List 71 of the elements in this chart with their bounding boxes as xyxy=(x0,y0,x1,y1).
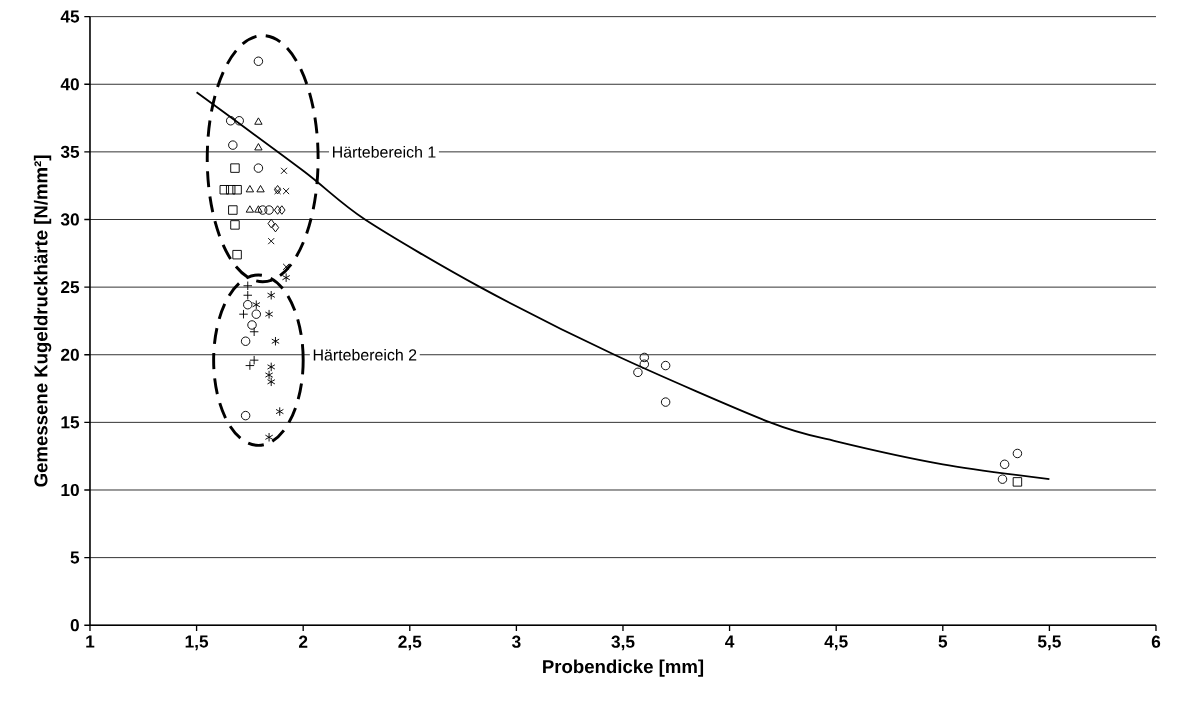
point xyxy=(275,406,284,417)
x-tick-label: 6 xyxy=(1151,635,1161,648)
point xyxy=(271,336,280,346)
y-tick-label: 15 xyxy=(61,416,80,429)
x-tick-label: 1,5 xyxy=(185,635,209,651)
point xyxy=(251,309,261,319)
point xyxy=(999,459,1010,469)
point xyxy=(660,397,671,407)
point xyxy=(281,272,291,283)
y-tick-label: 45 xyxy=(60,10,80,23)
point xyxy=(247,320,257,330)
point xyxy=(267,362,276,372)
point xyxy=(997,474,1008,484)
y-tick-label: 0 xyxy=(70,619,79,632)
point xyxy=(228,205,238,215)
point xyxy=(639,352,650,363)
x-tick-label: 4 xyxy=(725,635,735,648)
x-axis-title: Probendicke [mm] xyxy=(543,659,704,677)
point xyxy=(225,115,236,126)
point xyxy=(267,237,275,245)
x-tick-label: 3 xyxy=(511,635,521,648)
x-tick-label: 1 xyxy=(86,635,95,648)
point xyxy=(234,115,244,126)
point xyxy=(225,184,236,195)
point xyxy=(228,140,238,150)
y-tick-label: 10 xyxy=(61,483,79,497)
point xyxy=(240,336,251,346)
point xyxy=(264,432,274,442)
point xyxy=(254,143,263,151)
point xyxy=(254,117,263,125)
point xyxy=(219,184,230,195)
point xyxy=(264,205,274,215)
point xyxy=(232,249,242,260)
x-tick-label: 3,5 xyxy=(611,635,635,651)
x-tick-label: 5 xyxy=(938,635,948,648)
x-tick-label: 2,5 xyxy=(398,635,422,651)
point xyxy=(253,163,264,173)
point xyxy=(278,205,286,215)
y-tick-label: 35 xyxy=(60,145,80,158)
point xyxy=(240,410,251,421)
x-tick-label: 4,5 xyxy=(824,635,848,651)
point xyxy=(264,309,274,319)
y-tick-label: 30 xyxy=(60,213,79,226)
point xyxy=(660,360,671,371)
point xyxy=(271,222,280,233)
y-tick-label: 5 xyxy=(70,551,80,564)
point xyxy=(253,56,264,66)
point xyxy=(230,163,240,173)
point xyxy=(280,167,288,175)
point xyxy=(230,220,240,230)
point xyxy=(1012,477,1023,487)
y-tick-label: 20 xyxy=(61,348,79,361)
point xyxy=(1012,448,1023,459)
y-axis-title: Gemessene Kugeldruckhärte [N/mm²] xyxy=(33,155,52,487)
y-tick-label: 25 xyxy=(61,280,80,294)
x-tick-label: 5,5 xyxy=(1037,635,1061,651)
point xyxy=(232,184,242,195)
point xyxy=(267,218,275,229)
point xyxy=(256,184,265,193)
point xyxy=(267,290,276,300)
point xyxy=(254,205,263,213)
annotation: Härtebereich 1 xyxy=(333,145,436,158)
annotation: Härtebereich 2 xyxy=(313,348,417,361)
point xyxy=(633,367,643,377)
point xyxy=(257,205,268,215)
point xyxy=(639,359,650,369)
point xyxy=(245,184,255,193)
x-tick-label: 2 xyxy=(298,635,308,648)
point xyxy=(245,205,255,213)
y-tick-label: 40 xyxy=(60,78,79,91)
point xyxy=(273,205,282,215)
